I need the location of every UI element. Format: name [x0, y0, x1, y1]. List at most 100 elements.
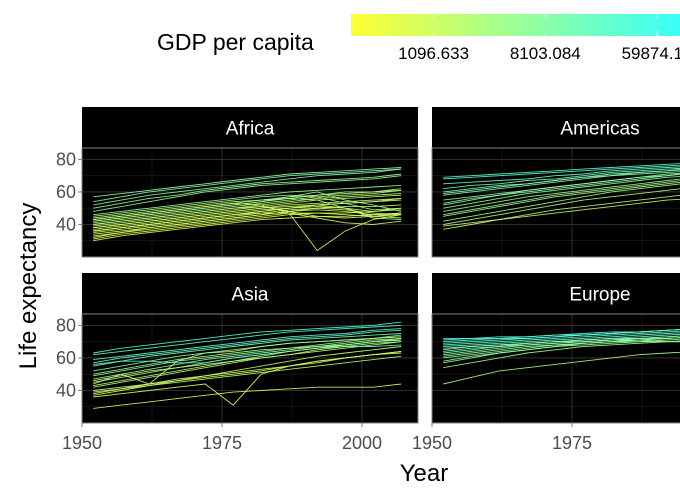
series-line-americas-16: [443, 180, 680, 216]
facet-panels: Africa 40 60 80 Americas Asia 40 60 80 1950 1975 20…: [56, 107, 680, 453]
legend-colorbar: [351, 14, 680, 36]
series-line-africa-1: [93, 212, 402, 242]
series-line-africa-18: [93, 189, 402, 219]
y-axis-title: Life expectancy: [15, 203, 42, 370]
series-line-americas-15: [443, 198, 680, 227]
series-line-africa-15: [93, 189, 402, 224]
series-line-africa-24: [93, 168, 402, 206]
series-line-asia-15: [93, 321, 402, 354]
series-line-africa-25: [93, 168, 402, 203]
series-line-asia-19: [93, 355, 402, 393]
x-tick-label: 2000: [342, 433, 382, 453]
series-line-asia-10: [93, 334, 402, 372]
x-tick-label: 1950: [412, 433, 452, 453]
series-group: [443, 163, 680, 230]
color-legend: GDP per capita 1096.633 8103.084 59874.14: [157, 14, 680, 63]
x-tick-label: 1975: [202, 433, 242, 453]
facet-asia: Asia 40 60 80 1950 1975 2000: [56, 273, 419, 453]
legend-tick-label: 59874.14: [622, 44, 680, 63]
series-line-africa-26: [93, 167, 402, 198]
panel-frame: [431, 313, 680, 424]
series-line-africa-23: [93, 175, 402, 212]
facet-strip-label: Asia: [232, 285, 269, 306]
series-line-americas-13: [443, 164, 680, 180]
series-line-americas-6: [443, 176, 680, 209]
series-line-asia-14: [93, 324, 402, 356]
facet-strip: [82, 107, 418, 148]
series-line-asia-20: [93, 339, 402, 375]
legend-title: GDP per capita: [157, 29, 314, 55]
facet-strip: [432, 107, 680, 148]
facet-strip-label: Americas: [560, 119, 639, 140]
panel-frame: [81, 147, 419, 258]
series-line-americas-12: [443, 166, 680, 185]
series-line-africa-19: [93, 194, 402, 217]
series-line-asia-13: [93, 328, 402, 361]
series-line-europe-13: [443, 329, 680, 339]
facet-africa: Africa 40 60 80: [56, 107, 419, 258]
series-line-africa-5: [93, 204, 402, 235]
series-line-asia-17: [93, 352, 402, 395]
series-line-africa-12: [93, 194, 402, 227]
series-line-africa-14: [93, 206, 402, 225]
panel-frame: [431, 147, 680, 258]
series-line-africa-9: [93, 197, 402, 230]
series-line-africa-11: [93, 197, 402, 229]
facet-strip-label: Europe: [569, 285, 630, 306]
y-tick-label: 60: [56, 182, 76, 202]
series-line-africa-22: [93, 173, 402, 209]
series-line-americas-5: [443, 178, 680, 212]
series-line-americas-4: [443, 181, 680, 217]
series-line-europe-1: [443, 351, 680, 385]
series-line-asia-21: [93, 341, 402, 382]
series-line-asia-6: [93, 341, 402, 388]
series-line-americas-10: [443, 169, 680, 193]
legend-tick-label: 1096.633: [398, 44, 469, 63]
legend-tick-label: 8103.084: [510, 44, 581, 63]
series-line-americas-17: [443, 173, 680, 206]
series-line-africa-21: [93, 202, 402, 252]
panel-frame: [81, 313, 419, 424]
series-line-africa-20: [93, 184, 402, 216]
series-line-africa-3: [93, 212, 402, 238]
x-tick-label: 1950: [62, 433, 102, 453]
series-line-americas-2: [443, 188, 680, 225]
legend-ticks: 1096.633 8103.084 59874.14: [398, 14, 680, 63]
y-tick-label: 80: [56, 315, 76, 335]
x-axis-title: Year: [400, 460, 449, 487]
series-line-europe-12: [443, 329, 680, 341]
series-group: [443, 329, 680, 385]
series-line-americas-18: [443, 168, 680, 195]
series-line-asia-11: [93, 333, 402, 367]
facet-strip: [82, 273, 418, 314]
series-line-asia-9: [93, 336, 402, 377]
facet-strip-label: Africa: [226, 119, 275, 140]
y-tick-label: 40: [56, 214, 76, 234]
series-line-americas-14: [443, 163, 680, 178]
y-tick-label: 60: [56, 348, 76, 368]
series-line-africa-2: [93, 209, 402, 240]
series-line-asia-1: [93, 383, 402, 409]
series-line-asia-8: [93, 337, 402, 380]
series-line-europe-17: [443, 337, 680, 362]
facet-europe: Europe195019752000: [412, 273, 680, 453]
series-line-europe-8: [443, 332, 680, 347]
facet-americas: Americas: [431, 107, 680, 258]
series-group: [93, 321, 402, 409]
series-line-asia-16: [93, 344, 402, 365]
series-line-asia-12: [93, 329, 402, 364]
series-line-europe-16: [443, 337, 680, 354]
y-tick-label: 80: [56, 149, 76, 169]
series-group: [93, 167, 402, 252]
series-line-europe-2: [443, 341, 680, 369]
y-tick-label: 40: [56, 380, 76, 400]
series-line-americas-11: [443, 167, 680, 190]
series-line-americas-9: [443, 171, 680, 196]
series-line-europe-9: [443, 330, 680, 346]
facet-strip: [432, 273, 680, 314]
series-line-africa-27: [93, 191, 402, 222]
series-line-africa-28: [93, 212, 402, 232]
series-line-africa-6: [93, 207, 402, 234]
series-line-europe-15: [443, 339, 680, 351]
